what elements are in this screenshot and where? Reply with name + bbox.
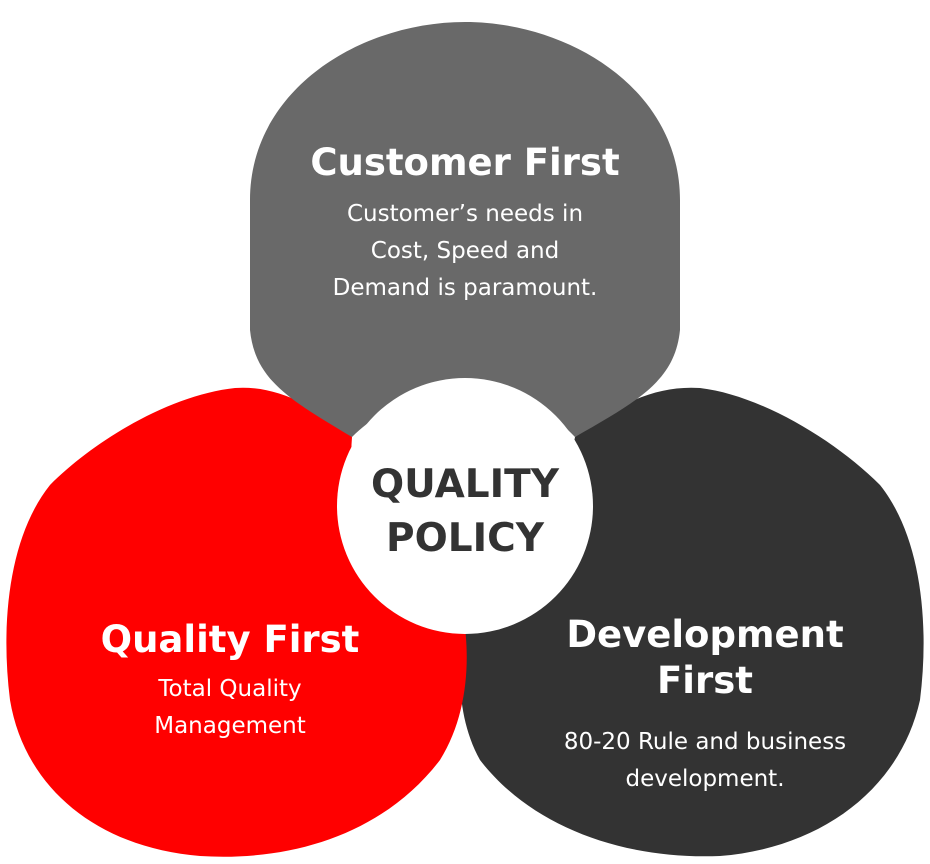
customer-desc-line-2: Cost, Speed and <box>370 238 560 264</box>
quality-first-title: Quality First <box>100 618 360 661</box>
development-title-line-2: First <box>657 659 753 702</box>
customer-first-description: Customer’s needs in Cost, Speed and Dema… <box>280 196 650 307</box>
customer-first-petal <box>250 22 680 437</box>
quality-desc-line-1: Total Quality <box>158 676 302 702</box>
center-label-line-1: QUALITY <box>370 462 559 507</box>
customer-desc-line-3: Demand is paramount. <box>332 275 598 301</box>
quality-desc-line-2: Management <box>154 713 306 739</box>
development-first-title: Development First <box>520 612 890 704</box>
development-desc-line-2: development. <box>625 766 785 792</box>
customer-desc-line-1: Customer’s needs in <box>346 201 584 227</box>
customer-first-title: Customer First <box>310 141 620 184</box>
development-first-description: 80-20 Rule and business development. <box>520 724 890 798</box>
development-desc-line-1: 80-20 Rule and business <box>563 729 847 755</box>
center-circle <box>337 378 593 634</box>
development-title-line-1: Development <box>566 613 844 656</box>
quality-policy-label: QUALITY POLICY <box>333 458 597 566</box>
quality-first-description: Total Quality Management <box>60 671 400 745</box>
center-label-line-2: POLICY <box>386 516 544 561</box>
